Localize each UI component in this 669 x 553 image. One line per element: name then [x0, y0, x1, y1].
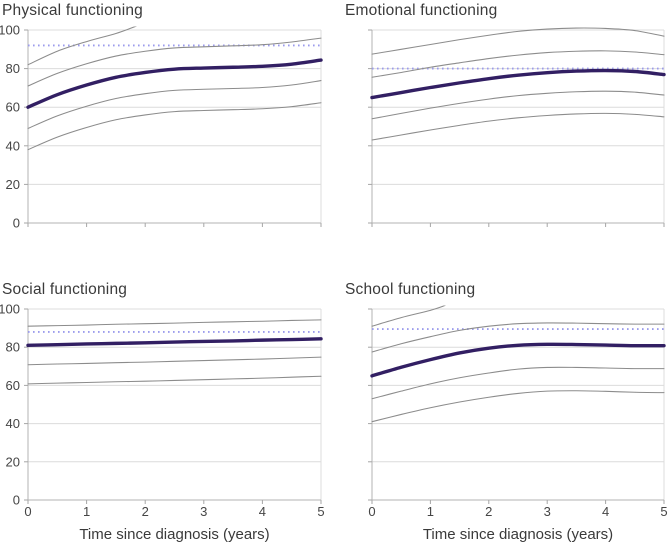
series-lower-inner-band [27, 356, 322, 366]
svg-text:20: 20 [6, 454, 20, 469]
x-tick-labels: 0 1 2 3 4 5 [368, 504, 667, 519]
svg-text:4: 4 [259, 504, 266, 519]
series-mean [26, 337, 323, 347]
svg-text:80: 80 [6, 61, 20, 76]
svg-text:60: 60 [6, 378, 20, 393]
svg-text:80: 80 [6, 340, 20, 355]
tick-marks [24, 29, 322, 227]
series-lower-inner-band [371, 90, 665, 120]
svg-text:40: 40 [6, 138, 20, 153]
svg-text:0: 0 [13, 216, 20, 231]
axes [27, 309, 321, 501]
series-upper-inner-band [27, 37, 322, 87]
x-tick-labels: 0 1 2 3 4 5 [24, 504, 324, 519]
series-upper-inner-band [27, 319, 322, 327]
plot-school-functioning: 0 1 2 3 4 5 [368, 305, 668, 519]
tick-marks [368, 308, 665, 504]
series-upper-outer-band [371, 27, 665, 55]
series-mean [26, 58, 323, 109]
svg-text:1: 1 [83, 504, 90, 519]
series-lower-outer-band [27, 102, 322, 151]
tick-marks [368, 29, 665, 227]
series-curves [26, 26, 323, 151]
series-lower-inner-band [27, 80, 322, 129]
svg-text:40: 40 [6, 416, 20, 431]
svg-text:1: 1 [427, 504, 434, 519]
grid-lines [28, 308, 322, 500]
series-lower-outer-band [371, 112, 665, 141]
series-upper-inner-band [371, 50, 665, 78]
plot-social-functioning: 0 20 40 60 80 100 0 1 2 3 4 5 [0, 302, 325, 520]
y-tick-labels: 0 20 40 60 80 100 [0, 302, 20, 508]
chart-title-social: Social functioning [2, 281, 128, 298]
series-lower-inner-band [371, 366, 665, 400]
svg-text:100: 100 [0, 23, 20, 38]
chart-title-emotional: Emotional functioning [345, 2, 498, 19]
plot-physical-functioning: 0 20 40 60 80 100 [0, 23, 323, 231]
axes [371, 30, 664, 224]
svg-text:2: 2 [142, 504, 149, 519]
svg-text:20: 20 [6, 177, 20, 192]
svg-text:4: 4 [602, 504, 609, 519]
svg-text:5: 5 [660, 504, 667, 519]
series-curves [370, 27, 666, 141]
series-curves [370, 305, 666, 423]
svg-text:0: 0 [13, 493, 20, 508]
series-mean [370, 342, 666, 378]
series-mean [370, 68, 666, 100]
grid-lines [28, 29, 322, 223]
chart-title-physical: Physical functioning [2, 2, 143, 19]
grid-lines [372, 308, 665, 500]
series-curves [26, 319, 323, 385]
series-upper-outer-band [27, 26, 137, 66]
svg-text:60: 60 [6, 100, 20, 115]
svg-text:0: 0 [24, 504, 31, 519]
y-tick-labels: 0 20 40 60 80 100 [0, 23, 20, 231]
series-lower-outer-band [371, 390, 665, 423]
chart-title-school: School functioning [345, 281, 476, 298]
svg-text:3: 3 [544, 504, 551, 519]
svg-text:100: 100 [0, 302, 20, 317]
axes [371, 309, 664, 501]
svg-text:2: 2 [485, 504, 492, 519]
svg-text:0: 0 [368, 504, 375, 519]
x-axis-title-left: Time since diagnosis (years) [79, 526, 270, 543]
svg-text:3: 3 [200, 504, 207, 519]
axes [27, 30, 321, 224]
x-axis-title-right: Time since diagnosis (years) [422, 526, 614, 543]
series-lower-outer-band [27, 375, 322, 385]
svg-text:5: 5 [317, 504, 324, 519]
tick-marks [24, 308, 322, 504]
plot-emotional-functioning [368, 27, 666, 227]
series-upper-inner-band [371, 322, 665, 353]
series-upper-outer-band [371, 305, 446, 327]
grid-lines [372, 29, 665, 223]
